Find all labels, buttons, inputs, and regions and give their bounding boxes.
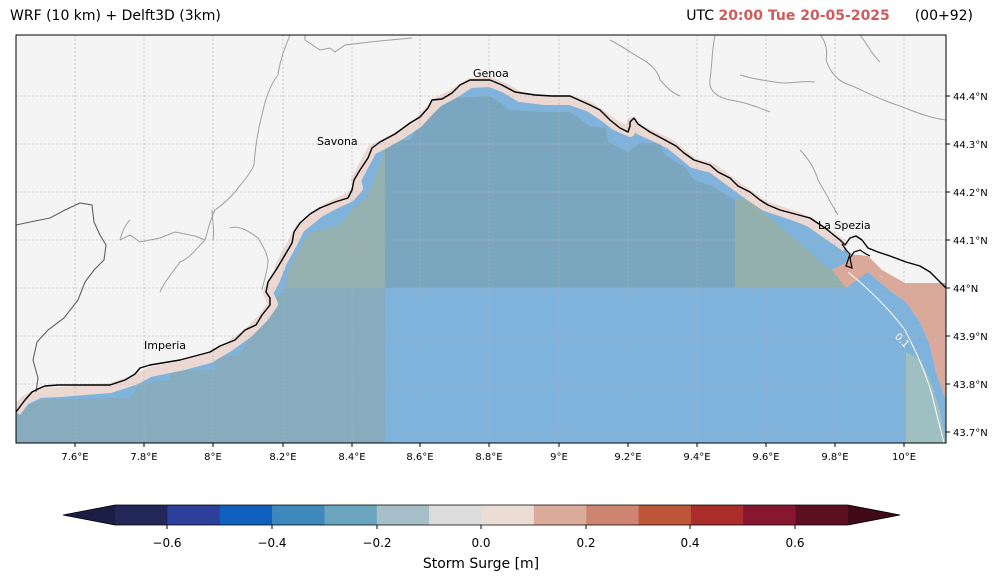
- city-label-genoa: Genoa: [473, 67, 509, 80]
- lat-tick-label: 44.1°N: [953, 236, 988, 247]
- colorbar-bin: [638, 505, 692, 525]
- lon-tick-label: 10°E: [892, 452, 916, 463]
- lon-tick-label: 8.6°E: [406, 452, 433, 463]
- valid-time: 20:00 Tue 20-05-2025: [718, 8, 890, 24]
- lon-tick-label: 7.6°E: [61, 452, 88, 463]
- colorbar-tick-label: −0.2: [362, 536, 391, 550]
- colorbar-bin: [115, 505, 168, 525]
- colorbar-bin: [167, 505, 221, 525]
- lon-tick-label: 8°E: [204, 452, 222, 463]
- lon-tick-label: 9.2°E: [614, 452, 641, 463]
- lat-axis: [946, 95, 950, 433]
- lon-tick-label: 8.2°E: [269, 452, 296, 463]
- lon-tick-label: 9.6°E: [752, 452, 779, 463]
- colorbar-label: Storm Surge [m]: [423, 556, 539, 572]
- colorbar-bin: [481, 505, 535, 525]
- map-area: 0.1: [16, 35, 946, 443]
- forecast-step: (00+92): [914, 8, 973, 24]
- lat-tick-label: 44.3°N: [953, 140, 988, 151]
- colorbar: [62, 504, 901, 529]
- city-label-savona: Savona: [317, 135, 358, 148]
- lon-tick-label: 9.8°E: [821, 452, 848, 463]
- la-spezia-promontory: [841, 243, 871, 269]
- lon-tick-label: 7.8°E: [130, 452, 157, 463]
- lon-tick-label: 8.8°E: [475, 452, 502, 463]
- surge-contour-line: [847, 271, 945, 443]
- colorbar-bin: [533, 505, 587, 525]
- colorbar-tick-label: −0.6: [152, 536, 181, 550]
- surge-west-shelf-2: [285, 148, 385, 288]
- colorbar-tick-label: 0.0: [471, 536, 490, 550]
- colorbar-bin: [376, 505, 430, 525]
- coastline: [16, 79, 946, 413]
- valid-time-header: UTC 20:00 Tue 20-05-2025 (00+92): [686, 8, 973, 24]
- lat-tick-label: 43.8°N: [953, 380, 988, 391]
- lat-tick-label: 44.4°N: [953, 92, 988, 103]
- lon-tick-label: 9.4°E: [683, 452, 710, 463]
- colorbar-tick-label: −0.4: [257, 536, 286, 550]
- lon-axis: [74, 443, 905, 447]
- lon-tick-label: 9°E: [550, 452, 568, 463]
- surge-west-shelf: [16, 288, 385, 443]
- colorbar-tick-label: 0.6: [785, 536, 804, 550]
- province-borders: [119, 35, 946, 293]
- surge-coastal-band: [16, 77, 849, 415]
- model-title: WRF (10 km) + Delft3D (3km): [10, 8, 221, 24]
- lon-tick-labels: 7.6°E 7.8°E 8°E 8.2°E 8.4°E 8.6°E 8.8°E …: [61, 452, 916, 463]
- lon-tick-label: 8.4°E: [338, 452, 365, 463]
- colorbar-bin: [429, 505, 482, 525]
- colorbar-tick-labels: −0.6 −0.4 −0.2 0.0 0.2 0.4 0.6: [152, 536, 804, 550]
- colorbar-bin: [690, 505, 744, 525]
- colorbar-bin: [795, 505, 849, 525]
- map-frame: [15, 34, 947, 444]
- utc-label: UTC: [686, 8, 714, 24]
- lat-tick-label: 44°N: [953, 284, 978, 295]
- colorbar-bin: [586, 505, 640, 525]
- colorbar-tick-label: 0.4: [680, 536, 699, 550]
- colorbar-underflow: [63, 505, 115, 525]
- colorbar-bin: [324, 505, 378, 525]
- colorbar-bin: [272, 505, 325, 525]
- surge-near-zero-east: [906, 352, 946, 443]
- colorbar-bin: [219, 505, 273, 525]
- country-border: [16, 202, 107, 393]
- colorbar-outline: [62, 504, 901, 526]
- city-label-la-spezia: La Spezia: [818, 219, 871, 232]
- city-label-imperia: Imperia: [144, 339, 186, 352]
- colorbar-overflow: [848, 505, 900, 525]
- surge-positive-east-gulf: [848, 254, 946, 300]
- lat-tick-labels: 44.4°N 44.3°N 44.2°N 44.1°N 44°N 43.9°N …: [953, 92, 988, 439]
- lat-tick-label: 43.7°N: [953, 428, 988, 439]
- lat-tick-label: 43.9°N: [953, 332, 988, 343]
- colorbar-tick-label: 0.2: [576, 536, 595, 550]
- map-gridlines: [16, 35, 946, 443]
- colorbar-bin: [743, 505, 797, 525]
- surge-east-shelf: [735, 198, 846, 288]
- lat-tick-label: 44.2°N: [953, 188, 988, 199]
